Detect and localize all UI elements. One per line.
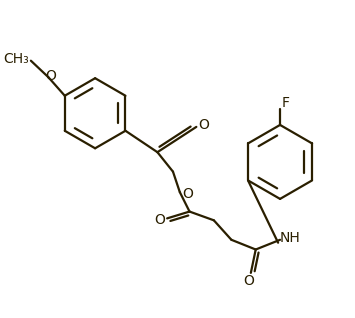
Text: O: O <box>182 187 193 201</box>
Text: F: F <box>282 95 290 109</box>
Text: CH₃: CH₃ <box>3 52 29 66</box>
Text: O: O <box>199 118 209 132</box>
Text: O: O <box>244 274 254 288</box>
Text: O: O <box>154 213 165 227</box>
Text: NH: NH <box>279 231 300 245</box>
Text: O: O <box>45 69 56 83</box>
